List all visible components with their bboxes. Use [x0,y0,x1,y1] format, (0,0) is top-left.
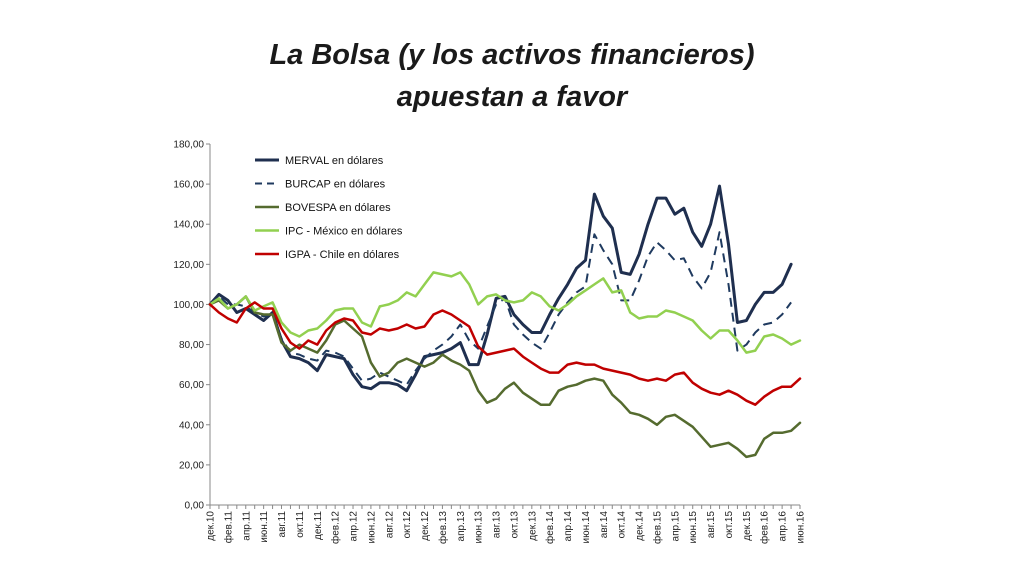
y-tick-label: 80,00 [179,340,204,351]
y-tick-label: 40,00 [179,420,204,431]
x-tick-label: дек.13 [527,511,538,541]
x-tick-label: авг.14 [599,511,610,539]
x-tick-label: дек.10 [206,511,217,541]
legend-label-2: BURCAP en dólares [285,179,386,191]
series-line-4 [208,271,802,354]
legend: MERVAL en dólares BURCAP en dólares BOVESP… [255,155,403,261]
legend-label-5: IGPA - Chile en dólares [285,249,400,261]
x-tick-label: апр.13 [456,511,467,542]
chart-axes [206,143,801,509]
x-tick-label: апр.12 [349,511,360,542]
x-tick-label: июн.12 [366,511,377,544]
x-tick-label: окт.12 [402,511,413,539]
x-tick-label: фев.11 [222,511,234,544]
series-line-5 [208,301,802,406]
x-tick-label: фев.12 [330,511,342,544]
x-tick-label: июн.16 [796,511,807,544]
x-tick-label: авг.15 [706,511,717,539]
series-line-1 [208,184,793,393]
y-tick-label: 0,00 [185,501,205,512]
y-tick-label: 60,00 [179,380,204,391]
x-tick-label: фев.14 [544,511,556,544]
y-tick-label: 180,00 [173,140,204,151]
x-tick-label: фев.13 [437,511,449,544]
x-tick-label: окт.14 [617,511,628,539]
x-tick-label: июн.11 [259,511,270,543]
x-tick-label: окт.15 [724,511,735,539]
x-tick-label: дек.14 [635,511,646,541]
x-tick-label: июн.13 [474,511,485,544]
x-tick-label: авг.13 [492,511,503,539]
legend-label-1: MERVAL en dólares [285,155,384,167]
legend-label-4: IPC - México en dólares [285,226,403,238]
x-tick-label: фев.15 [651,511,663,544]
y-tick-label: 140,00 [173,220,204,231]
x-tick-label: фев.16 [759,511,771,544]
x-tick-label: апр.16 [778,511,789,542]
x-tick-label: апр.15 [670,511,681,542]
chart-title-line2: apuestan a favor [396,81,628,113]
x-tick-label: окт.11 [295,511,306,538]
x-tick-label: июн.14 [581,511,592,544]
y-tick-labels: 0,00 20,00 40,00 60,00 80,00 100,00 120,00 140,… [173,140,204,512]
chart-title-line1: La Bolsa (y los activos financieros) [269,39,755,71]
y-tick-label: 160,00 [173,180,204,191]
series-lines [208,184,802,459]
x-tick-label: дек.12 [420,511,431,541]
x-tick-label: апр.14 [563,511,574,542]
x-tick-label: дек.15 [742,511,753,541]
x-tick-label: апр.11 [241,511,252,541]
x-tick-label: июн.15 [688,511,699,544]
chart-title: La Bolsa (y los activos financieros) apu… [0,34,1024,118]
series-line-3 [208,295,802,459]
x-tick-label: дек.11 [313,511,324,540]
x-tick-label: авг.11 [277,511,288,538]
x-tick-labels: дек.10 фев.11 апр.11 июн.11 авг.11 окт.11 дек.… [206,511,807,544]
y-tick-label: 120,00 [173,260,204,271]
y-tick-label: 20,00 [179,460,204,471]
x-tick-label: авг.12 [384,511,395,539]
y-tick-label: 100,00 [173,300,204,311]
legend-label-3: BOVESPA en dólares [285,202,391,214]
x-tick-label: окт.13 [509,511,520,539]
